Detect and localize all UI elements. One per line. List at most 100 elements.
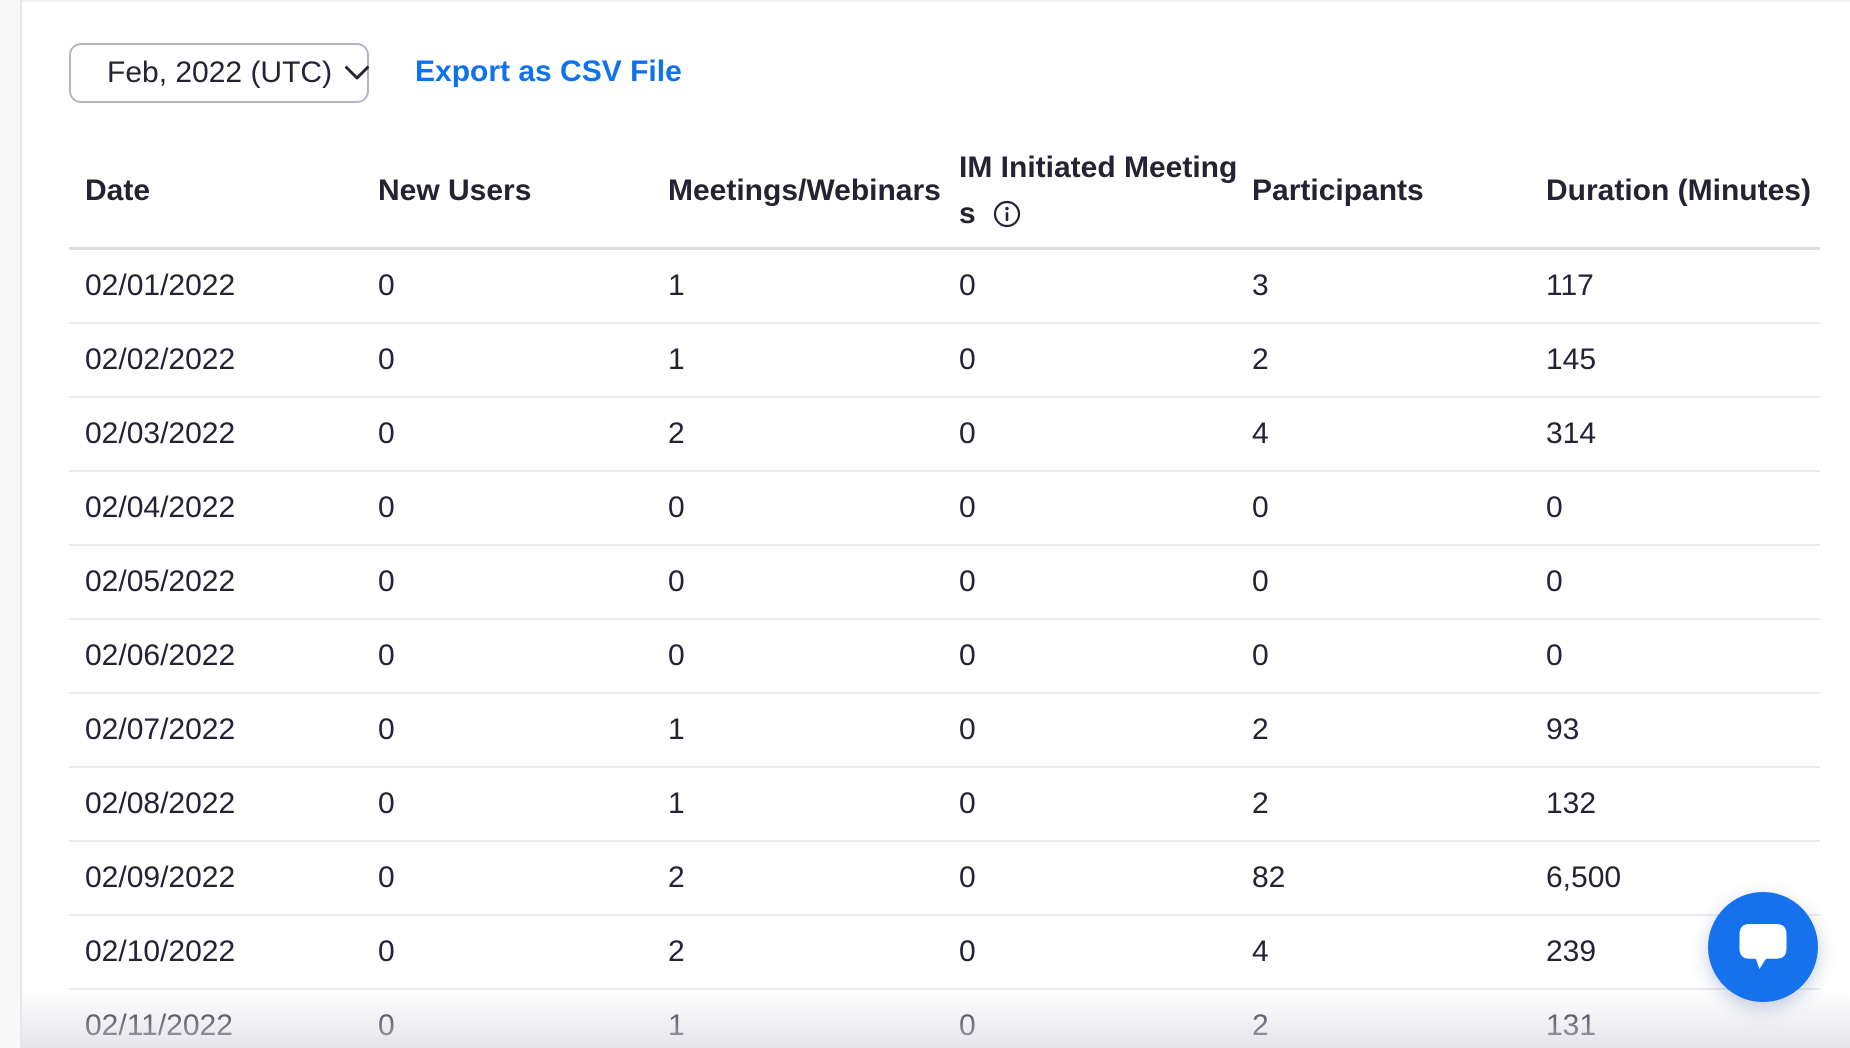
cell-meetings-webinars: 1 bbox=[668, 323, 959, 398]
column-header-date: Date bbox=[69, 135, 378, 250]
cell-new-users: 0 bbox=[378, 471, 668, 546]
column-header-new-users: New Users bbox=[378, 135, 668, 250]
cell-date: 02/04/2022 bbox=[69, 471, 378, 546]
cell-participants: 3 bbox=[1252, 248, 1546, 324]
column-header-label: Duration (Minutes) bbox=[1546, 174, 1811, 207]
cell-new-users: 0 bbox=[378, 841, 668, 916]
cell-date: 02/03/2022 bbox=[69, 397, 378, 472]
column-header-label: Meetings/Webinars bbox=[668, 174, 941, 207]
cell-meetings-webinars: 1 bbox=[668, 989, 959, 1048]
cell-im-initiated-meetings: 0 bbox=[959, 915, 1252, 990]
cell-im-initiated-meetings: 0 bbox=[959, 545, 1252, 620]
cell-participants: 82 bbox=[1252, 841, 1546, 916]
export-csv-link[interactable]: Export as CSV File bbox=[415, 55, 682, 88]
cell-new-users: 0 bbox=[378, 619, 668, 694]
column-header-duration: Duration (Minutes) bbox=[1546, 135, 1820, 250]
cell-duration-minutes: 93 bbox=[1546, 693, 1820, 768]
column-header-label: Date bbox=[85, 174, 151, 207]
cell-new-users: 0 bbox=[378, 323, 668, 398]
cell-im-initiated-meetings: 0 bbox=[959, 323, 1252, 398]
cell-im-initiated-meetings: 0 bbox=[959, 397, 1252, 472]
cell-new-users: 0 bbox=[378, 767, 668, 842]
cell-meetings-webinars: 2 bbox=[668, 915, 959, 990]
cell-date: 02/07/2022 bbox=[69, 693, 378, 768]
column-header-label-wrap: s bbox=[959, 191, 1252, 237]
cell-new-users: 0 bbox=[378, 693, 668, 768]
cell-date: 02/10/2022 bbox=[69, 915, 378, 990]
table-row: 02/05/2022 0 0 0 0 0 bbox=[69, 545, 1820, 620]
cell-meetings-webinars: 0 bbox=[668, 471, 959, 546]
table-row: 02/10/2022 0 2 0 4 239 bbox=[69, 915, 1820, 990]
table-row: 02/03/2022 0 2 0 4 314 bbox=[69, 397, 1820, 472]
cell-duration-minutes: 0 bbox=[1546, 471, 1820, 546]
column-header-label: Participants bbox=[1252, 174, 1424, 207]
cell-duration-minutes: 0 bbox=[1546, 619, 1820, 694]
cell-date: 02/02/2022 bbox=[69, 323, 378, 398]
cell-date: 02/11/2022 bbox=[69, 989, 378, 1048]
chat-widget-button[interactable] bbox=[1708, 892, 1818, 1002]
column-header-im-initiated-meetings: IM Initiated Meeting s bbox=[959, 135, 1252, 250]
left-panel-edge bbox=[0, 0, 22, 1048]
top-divider bbox=[22, 0, 1850, 2]
cell-participants: 0 bbox=[1252, 545, 1546, 620]
table-header-row: Date New Users Meetings/Webinars IM Init… bbox=[69, 135, 1820, 250]
cell-new-users: 0 bbox=[378, 248, 668, 324]
cell-im-initiated-meetings: 0 bbox=[959, 693, 1252, 768]
table-row: 02/04/2022 0 0 0 0 0 bbox=[69, 471, 1820, 546]
cell-im-initiated-meetings: 0 bbox=[959, 767, 1252, 842]
cell-meetings-webinars: 1 bbox=[668, 767, 959, 842]
cell-duration-minutes: 132 bbox=[1546, 767, 1820, 842]
column-header-meetings-webinars: Meetings/Webinars bbox=[668, 135, 959, 250]
cell-duration-minutes: 314 bbox=[1546, 397, 1820, 472]
column-header-label: New Users bbox=[378, 174, 532, 207]
column-header-participants: Participants bbox=[1252, 135, 1546, 250]
cell-im-initiated-meetings: 0 bbox=[959, 248, 1252, 324]
cell-participants: 4 bbox=[1252, 397, 1546, 472]
column-header-label: IM Initiated Meeting bbox=[959, 151, 1238, 184]
table-row: 02/06/2022 0 0 0 0 0 bbox=[69, 619, 1820, 694]
cell-participants: 2 bbox=[1252, 323, 1546, 398]
cell-meetings-webinars: 1 bbox=[668, 248, 959, 324]
table-row: 02/01/2022 0 1 0 3 117 bbox=[69, 248, 1820, 324]
cell-participants: 2 bbox=[1252, 693, 1546, 768]
cell-date: 02/09/2022 bbox=[69, 841, 378, 916]
cell-duration-minutes: 145 bbox=[1546, 323, 1820, 398]
cell-meetings-webinars: 2 bbox=[668, 397, 959, 472]
cell-meetings-webinars: 0 bbox=[668, 619, 959, 694]
cell-date: 02/06/2022 bbox=[69, 619, 378, 694]
cell-new-users: 0 bbox=[378, 397, 668, 472]
cell-participants: 0 bbox=[1252, 619, 1546, 694]
cell-im-initiated-meetings: 0 bbox=[959, 989, 1252, 1048]
cell-im-initiated-meetings: 0 bbox=[959, 619, 1252, 694]
cell-meetings-webinars: 0 bbox=[668, 545, 959, 620]
cell-im-initiated-meetings: 0 bbox=[959, 841, 1252, 916]
cell-new-users: 0 bbox=[378, 989, 668, 1048]
cell-duration-minutes: 0 bbox=[1546, 545, 1820, 620]
table-row: 02/02/2022 0 1 0 2 145 bbox=[69, 323, 1820, 398]
cell-meetings-webinars: 2 bbox=[668, 841, 959, 916]
month-selector-dropdown[interactable]: Feb, 2022 (UTC) bbox=[69, 43, 370, 103]
cell-date: 02/05/2022 bbox=[69, 545, 378, 620]
cell-im-initiated-meetings: 0 bbox=[959, 471, 1252, 546]
cell-duration-minutes: 117 bbox=[1546, 248, 1820, 324]
cell-participants: 2 bbox=[1252, 767, 1546, 842]
cell-meetings-webinars: 1 bbox=[668, 693, 959, 768]
cell-participants: 2 bbox=[1252, 989, 1546, 1048]
table-body: 02/01/2022 0 1 0 3 117 02/02/2022 0 1 0 2 145 02/03/… bbox=[69, 248, 1820, 1048]
table-row: 02/08/2022 0 1 0 2 132 bbox=[69, 767, 1820, 842]
chevron-down-icon bbox=[344, 65, 370, 81]
table-row: 02/07/2022 0 1 0 2 93 bbox=[69, 693, 1820, 768]
usage-report-table: Date New Users Meetings/Webinars IM Init… bbox=[69, 135, 1820, 1048]
info-icon[interactable] bbox=[992, 199, 1022, 229]
table-row: 02/09/2022 0 2 0 82 6,500 bbox=[69, 841, 1820, 916]
cell-date: 02/08/2022 bbox=[69, 767, 378, 842]
month-selector-value: Feb, 2022 (UTC) bbox=[107, 56, 333, 89]
table-row: 02/11/2022 0 1 0 2 131 bbox=[69, 989, 1820, 1048]
cell-participants: 0 bbox=[1252, 471, 1546, 546]
cell-participants: 4 bbox=[1252, 915, 1546, 990]
cell-new-users: 0 bbox=[378, 915, 668, 990]
chat-bubble-icon bbox=[1739, 924, 1787, 970]
cell-date: 02/01/2022 bbox=[69, 248, 378, 324]
cell-new-users: 0 bbox=[378, 545, 668, 620]
